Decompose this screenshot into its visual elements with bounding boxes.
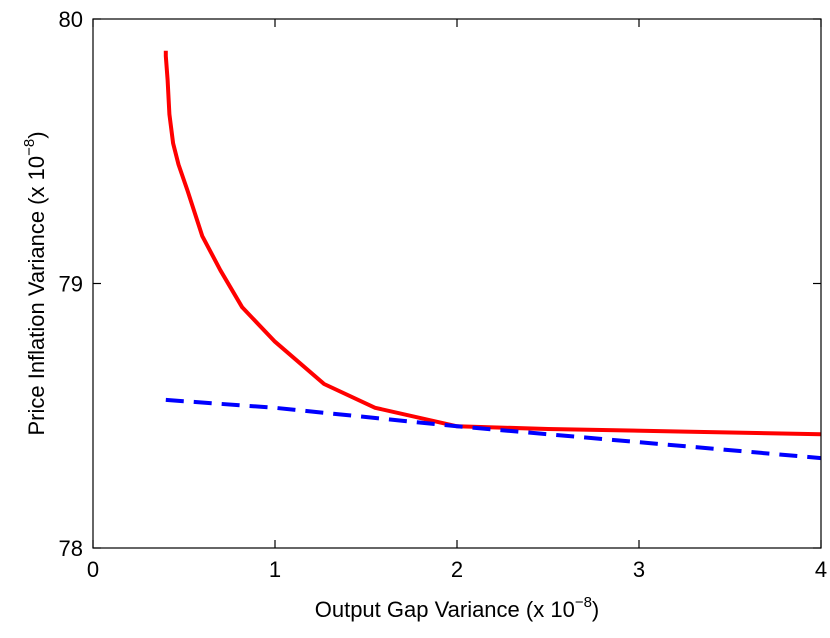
y-axis-title: Price Inflation Variance (x 10−8): [21, 131, 49, 435]
axis-ticks: 0 1 2 3 4 78 79 80: [59, 7, 828, 582]
axes-box: [92, 18, 822, 549]
y-tick-label-0: 78: [59, 536, 83, 561]
dashed-series-line-1: [165, 397, 822, 461]
y-tick-label-2: 80: [59, 7, 83, 32]
x-tick-label-0: 0: [87, 557, 99, 582]
x-axis-title: Output Gap Variance (x 10−8): [315, 594, 600, 622]
x-tick-label-3: 3: [633, 557, 645, 582]
x-tick-label-4: 4: [815, 557, 827, 582]
plot-frame: [92, 18, 822, 549]
x-tick-label-2: 2: [451, 557, 463, 582]
plot-area: [163, 50, 822, 461]
x-tick-label-1: 1: [269, 557, 281, 582]
y-tick-label-1: 79: [59, 272, 83, 297]
